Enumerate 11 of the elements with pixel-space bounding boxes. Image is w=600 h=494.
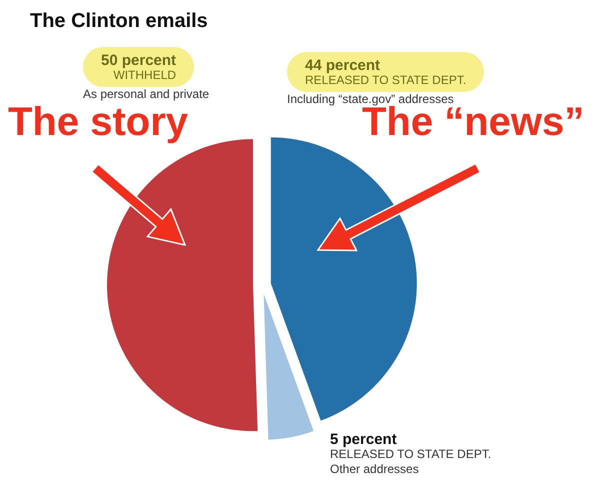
- slice-label: RELEASED TO STATE DEPT.: [330, 447, 492, 462]
- chart-title: The Clinton emails: [30, 10, 208, 33]
- slice-label: RELEASED TO STATE DEPT.: [305, 73, 466, 88]
- text: The story: [8, 100, 188, 145]
- data-label: 44 percent: [305, 57, 382, 74]
- text: As personal and private: [83, 87, 210, 102]
- data-label: 50 percent: [101, 52, 176, 69]
- text: Other addresses: [330, 462, 420, 477]
- data-label: 5 percent: [330, 431, 398, 448]
- text: Including “state.gov” addresses: [287, 92, 455, 106]
- slice-label: WITHHELD: [112, 68, 176, 83]
